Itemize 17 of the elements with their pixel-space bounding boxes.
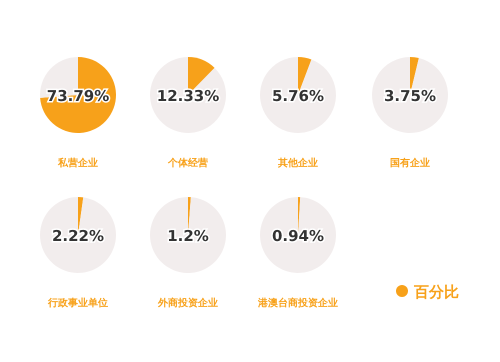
text: 港澳台商投资企业 — [257, 297, 338, 309]
text: 0.94% — [272, 227, 324, 245]
text: 私营企业 — [57, 157, 98, 169]
text: 3.75% — [384, 87, 436, 105]
text: 73.79% — [46, 87, 110, 105]
pie-slice — [150, 197, 226, 273]
text: 个体经营 — [167, 157, 208, 169]
text: 12.33% — [156, 87, 220, 105]
text: 国有企业 — [390, 157, 430, 169]
pie-slice — [260, 197, 336, 273]
text: 其他企业 — [277, 157, 318, 169]
legend-label: 百分比 — [413, 283, 459, 301]
text: 行政事业单位 — [47, 297, 108, 309]
text: 2.22% — [52, 227, 104, 245]
text: 1.2% — [167, 227, 209, 245]
text: 5.76% — [272, 87, 324, 105]
text: 外商投资企业 — [157, 297, 218, 309]
